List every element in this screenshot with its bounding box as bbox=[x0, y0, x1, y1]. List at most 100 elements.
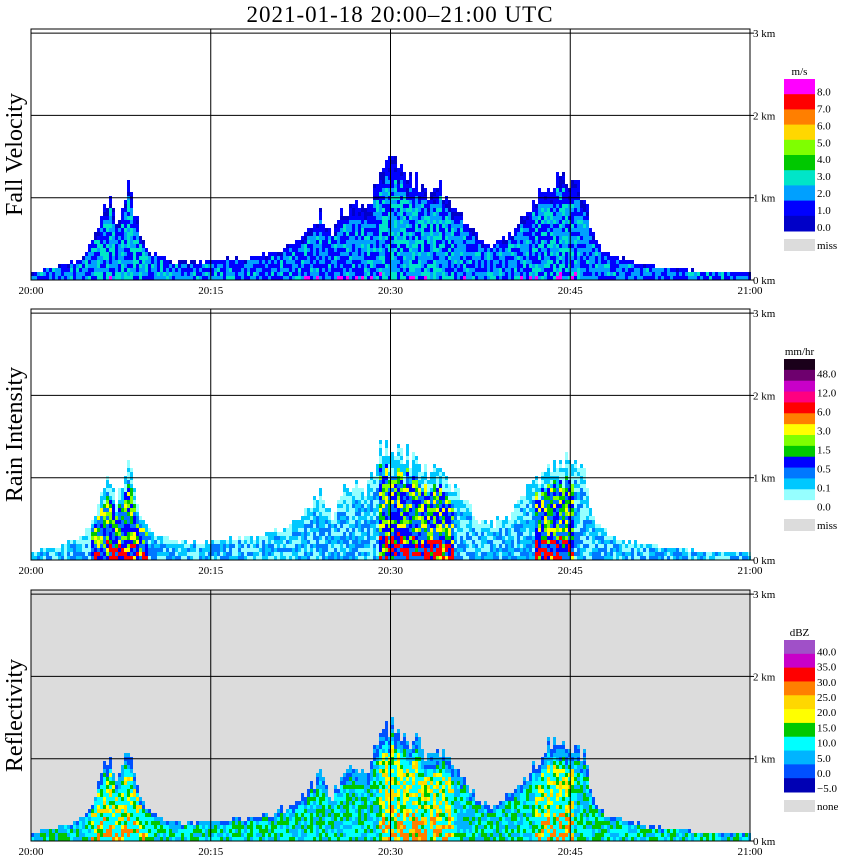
echo-cell bbox=[385, 252, 388, 256]
echo-cell bbox=[130, 260, 133, 264]
echo-cell bbox=[373, 492, 376, 496]
echo-cell bbox=[433, 240, 436, 244]
echo-cell bbox=[589, 240, 592, 244]
echo-cell bbox=[592, 244, 595, 248]
echo-cell bbox=[454, 484, 457, 488]
echo-cell bbox=[115, 248, 118, 252]
echo-cell bbox=[640, 276, 643, 280]
echo-cell bbox=[730, 276, 733, 280]
echo-cell bbox=[352, 264, 355, 268]
echo-cell bbox=[517, 264, 520, 268]
echo-cell bbox=[109, 276, 112, 280]
echo-cell bbox=[151, 268, 154, 272]
echo-cell bbox=[484, 264, 487, 268]
echo-cell bbox=[514, 544, 517, 548]
echo-cell bbox=[361, 520, 364, 524]
echo-cell bbox=[547, 488, 550, 492]
echo-cell bbox=[124, 204, 127, 208]
echo-cell bbox=[550, 496, 553, 500]
echo-cell bbox=[397, 172, 400, 176]
echo-cell bbox=[127, 556, 130, 560]
echo-cell bbox=[121, 536, 124, 540]
echo-cell bbox=[160, 548, 163, 552]
echo-cell bbox=[88, 548, 91, 552]
echo-cell bbox=[127, 220, 130, 224]
echo-cell bbox=[130, 204, 133, 208]
echo-cell bbox=[421, 528, 424, 532]
echo-cell bbox=[67, 264, 70, 268]
echo-cell bbox=[388, 236, 391, 240]
echo-cell bbox=[430, 244, 433, 248]
echo-cell bbox=[106, 488, 109, 492]
echo-cell bbox=[595, 252, 598, 256]
echo-cell bbox=[385, 536, 388, 540]
echo-cell bbox=[328, 520, 331, 524]
echo-cell bbox=[541, 540, 544, 544]
echo-cell bbox=[379, 256, 382, 260]
echo-cell bbox=[442, 528, 445, 532]
echo-cell bbox=[391, 452, 394, 456]
echo-cell bbox=[388, 528, 391, 532]
echo-cell bbox=[541, 240, 544, 244]
echo-cell bbox=[133, 552, 136, 556]
echo-cell bbox=[70, 548, 73, 552]
echo-cell bbox=[553, 492, 556, 496]
echo-cell bbox=[235, 540, 238, 544]
echo-cell bbox=[124, 540, 127, 544]
echo-cell bbox=[229, 552, 232, 556]
echo-cell bbox=[379, 488, 382, 492]
echo-cell bbox=[358, 268, 361, 272]
echo-cell bbox=[397, 228, 400, 232]
echo-cell bbox=[274, 272, 277, 276]
echo-cell bbox=[379, 468, 382, 472]
echo-cell bbox=[598, 244, 601, 248]
echo-cell bbox=[367, 240, 370, 244]
echo-cell bbox=[82, 276, 85, 280]
echo-cell bbox=[367, 552, 370, 556]
echo-cell bbox=[553, 216, 556, 220]
echo-cell bbox=[442, 516, 445, 520]
echo-cell bbox=[160, 544, 163, 548]
echo-cell bbox=[127, 472, 130, 476]
echo-cell bbox=[373, 524, 376, 528]
echo-cell bbox=[340, 264, 343, 268]
echo-cell bbox=[373, 252, 376, 256]
echo-cell bbox=[538, 212, 541, 216]
echo-cell bbox=[532, 244, 535, 248]
echo-cell bbox=[550, 272, 553, 276]
echo-cell bbox=[301, 556, 304, 560]
echo-cell bbox=[535, 248, 538, 252]
echo-cell bbox=[427, 512, 430, 516]
echo-cell bbox=[361, 524, 364, 528]
y-tick-label: 2 km bbox=[753, 110, 776, 122]
echo-cell bbox=[100, 524, 103, 528]
echo-cell bbox=[529, 528, 532, 532]
echo-cell bbox=[325, 552, 328, 556]
echo-cell bbox=[289, 264, 292, 268]
echo-cell bbox=[322, 508, 325, 512]
echo-cell bbox=[58, 264, 61, 268]
echo-cell bbox=[400, 472, 403, 476]
echo-cell bbox=[160, 260, 163, 264]
echo-cell bbox=[559, 276, 562, 280]
echo-cell bbox=[304, 276, 307, 280]
echo-cell bbox=[361, 516, 364, 520]
echo-cell bbox=[475, 536, 478, 540]
echo-cell bbox=[475, 248, 478, 252]
echo-cell bbox=[226, 548, 229, 552]
echo-cell bbox=[583, 268, 586, 272]
echo-cell bbox=[244, 540, 247, 544]
echo-cell bbox=[388, 464, 391, 468]
echo-cell bbox=[526, 248, 529, 252]
echo-cell bbox=[268, 252, 271, 256]
echo-cell bbox=[586, 224, 589, 228]
echo-cell bbox=[568, 228, 571, 232]
echo-cell bbox=[508, 244, 511, 248]
echo-cell bbox=[532, 208, 535, 212]
echo-cell bbox=[508, 232, 511, 236]
echo-cell bbox=[181, 544, 184, 548]
echo-cell bbox=[100, 532, 103, 536]
echo-cell bbox=[409, 240, 412, 244]
echo-cell bbox=[373, 484, 376, 488]
echo-cell bbox=[427, 552, 430, 556]
